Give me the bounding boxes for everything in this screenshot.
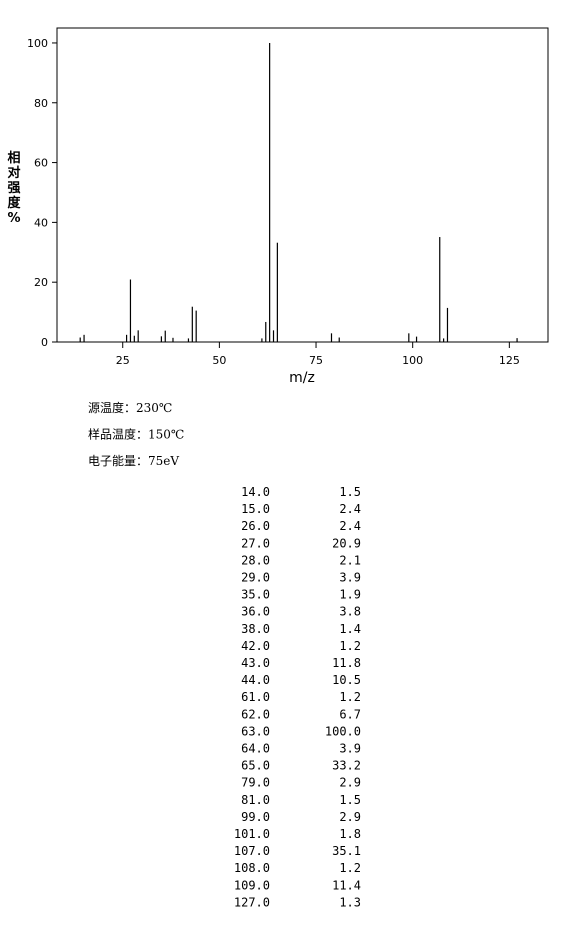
table-intensity: 2.4 (339, 519, 361, 533)
table-intensity: 35.1 (332, 844, 361, 858)
table-intensity: 3.8 (339, 605, 361, 619)
table-intensity: 1.4 (339, 622, 361, 636)
x-tick-label: 50 (212, 354, 226, 367)
table-intensity: 1.5 (339, 793, 361, 807)
table-mz: 29.0 (241, 571, 270, 585)
x-tick-label: 25 (116, 354, 130, 367)
table-intensity: 1.2 (339, 639, 361, 653)
y-tick-label: 60 (34, 157, 48, 170)
table-mz: 63.0 (241, 724, 270, 738)
table-mz: 107.0 (234, 844, 270, 858)
table-mz: 79.0 (241, 776, 270, 790)
y-tick-label: 20 (34, 276, 48, 289)
table-intensity: 11.8 (332, 656, 361, 670)
table-mz: 38.0 (241, 622, 270, 636)
table-mz: 27.0 (241, 536, 270, 550)
y-tick-label: 0 (41, 336, 48, 349)
table-mz: 61.0 (241, 690, 270, 704)
x-tick-label: 100 (402, 354, 423, 367)
condition: 源温度：230℃ (88, 400, 172, 415)
table-mz: 62.0 (241, 707, 270, 721)
condition: 电子能量：75eV (88, 454, 179, 468)
table-mz: 127.0 (234, 895, 270, 909)
table-mz: 36.0 (241, 605, 270, 619)
table-intensity: 20.9 (332, 536, 361, 550)
y-tick-label: 40 (34, 216, 48, 229)
x-axis-label: m/z (289, 370, 315, 386)
table-mz: 42.0 (241, 639, 270, 653)
table-mz: 109.0 (234, 878, 270, 892)
table-intensity: 1.8 (339, 827, 361, 841)
plot-frame (56, 27, 549, 343)
table-intensity: 2.9 (339, 776, 361, 790)
table-mz: 64.0 (241, 742, 270, 756)
table-intensity: 2.9 (339, 810, 361, 824)
y-tick-label: 100 (27, 37, 48, 50)
table-mz: 28.0 (241, 553, 270, 567)
table-mz: 43.0 (241, 656, 270, 670)
table-intensity: 1.2 (339, 690, 361, 704)
table-intensity: 100.0 (325, 724, 361, 738)
table-mz: 15.0 (241, 502, 270, 516)
table-intensity: 2.1 (339, 553, 361, 567)
table-intensity: 2.4 (339, 502, 361, 516)
table-intensity: 3.9 (339, 571, 361, 585)
table-intensity: 1.5 (339, 485, 361, 499)
table-intensity: 6.7 (339, 707, 361, 721)
x-tick-label: 75 (309, 354, 323, 367)
table-intensity: 3.9 (339, 742, 361, 756)
table-mz: 14.0 (241, 485, 270, 499)
table-mz: 81.0 (241, 793, 270, 807)
table-intensity: 33.2 (332, 759, 361, 773)
table-mz: 108.0 (234, 861, 270, 875)
table-intensity: 1.3 (339, 895, 361, 909)
table-mz: 101.0 (234, 827, 270, 841)
table-intensity: 1.9 (339, 588, 361, 602)
table-intensity: 1.2 (339, 861, 361, 875)
table-mz: 35.0 (241, 588, 270, 602)
y-tick-label: 80 (34, 97, 48, 110)
table-intensity: 11.4 (332, 878, 361, 892)
table-intensity: 10.5 (332, 673, 361, 687)
table-mz: 65.0 (241, 759, 270, 773)
table-mz: 44.0 (241, 673, 270, 687)
table-mz: 99.0 (241, 810, 270, 824)
condition: 样品温度：150℃ (88, 427, 184, 442)
x-tick-label: 125 (499, 354, 520, 367)
y-axis-label: 相对强度% (7, 150, 21, 226)
table-mz: 26.0 (241, 519, 270, 533)
